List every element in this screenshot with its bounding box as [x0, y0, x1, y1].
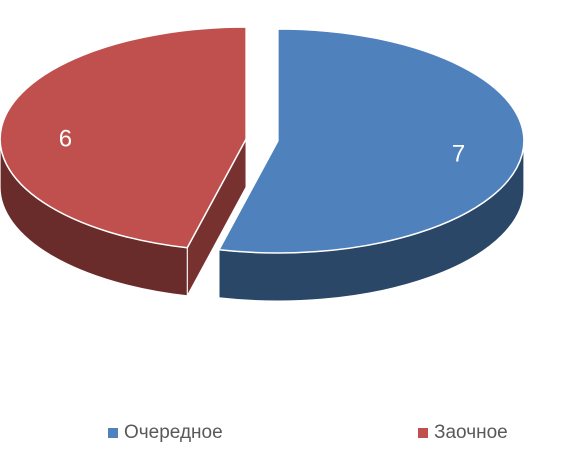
pie-slice-top	[217, 28, 525, 254]
legend-item-zaochnoe[interactable]: Заочное	[418, 422, 508, 444]
pie-slice-zaochnoe[interactable]	[0, 26, 247, 297]
legend-label-zaochnoe: Заочное	[434, 422, 508, 443]
legend: Очередное Заочное	[0, 422, 564, 450]
pie-slice-ocherednoe[interactable]	[217, 28, 525, 302]
legend-label-ocherednoe: Очередное	[124, 422, 223, 443]
legend-item-ocherednoe[interactable]: Очередное	[108, 422, 223, 444]
legend-swatch-ocherednoe	[108, 428, 118, 438]
data-label-zaochnoe: 6	[59, 125, 72, 152]
pie-slice-top	[0, 26, 247, 249]
data-label-ocherednoe: 7	[452, 141, 465, 168]
legend-swatch-zaochnoe	[418, 428, 428, 438]
